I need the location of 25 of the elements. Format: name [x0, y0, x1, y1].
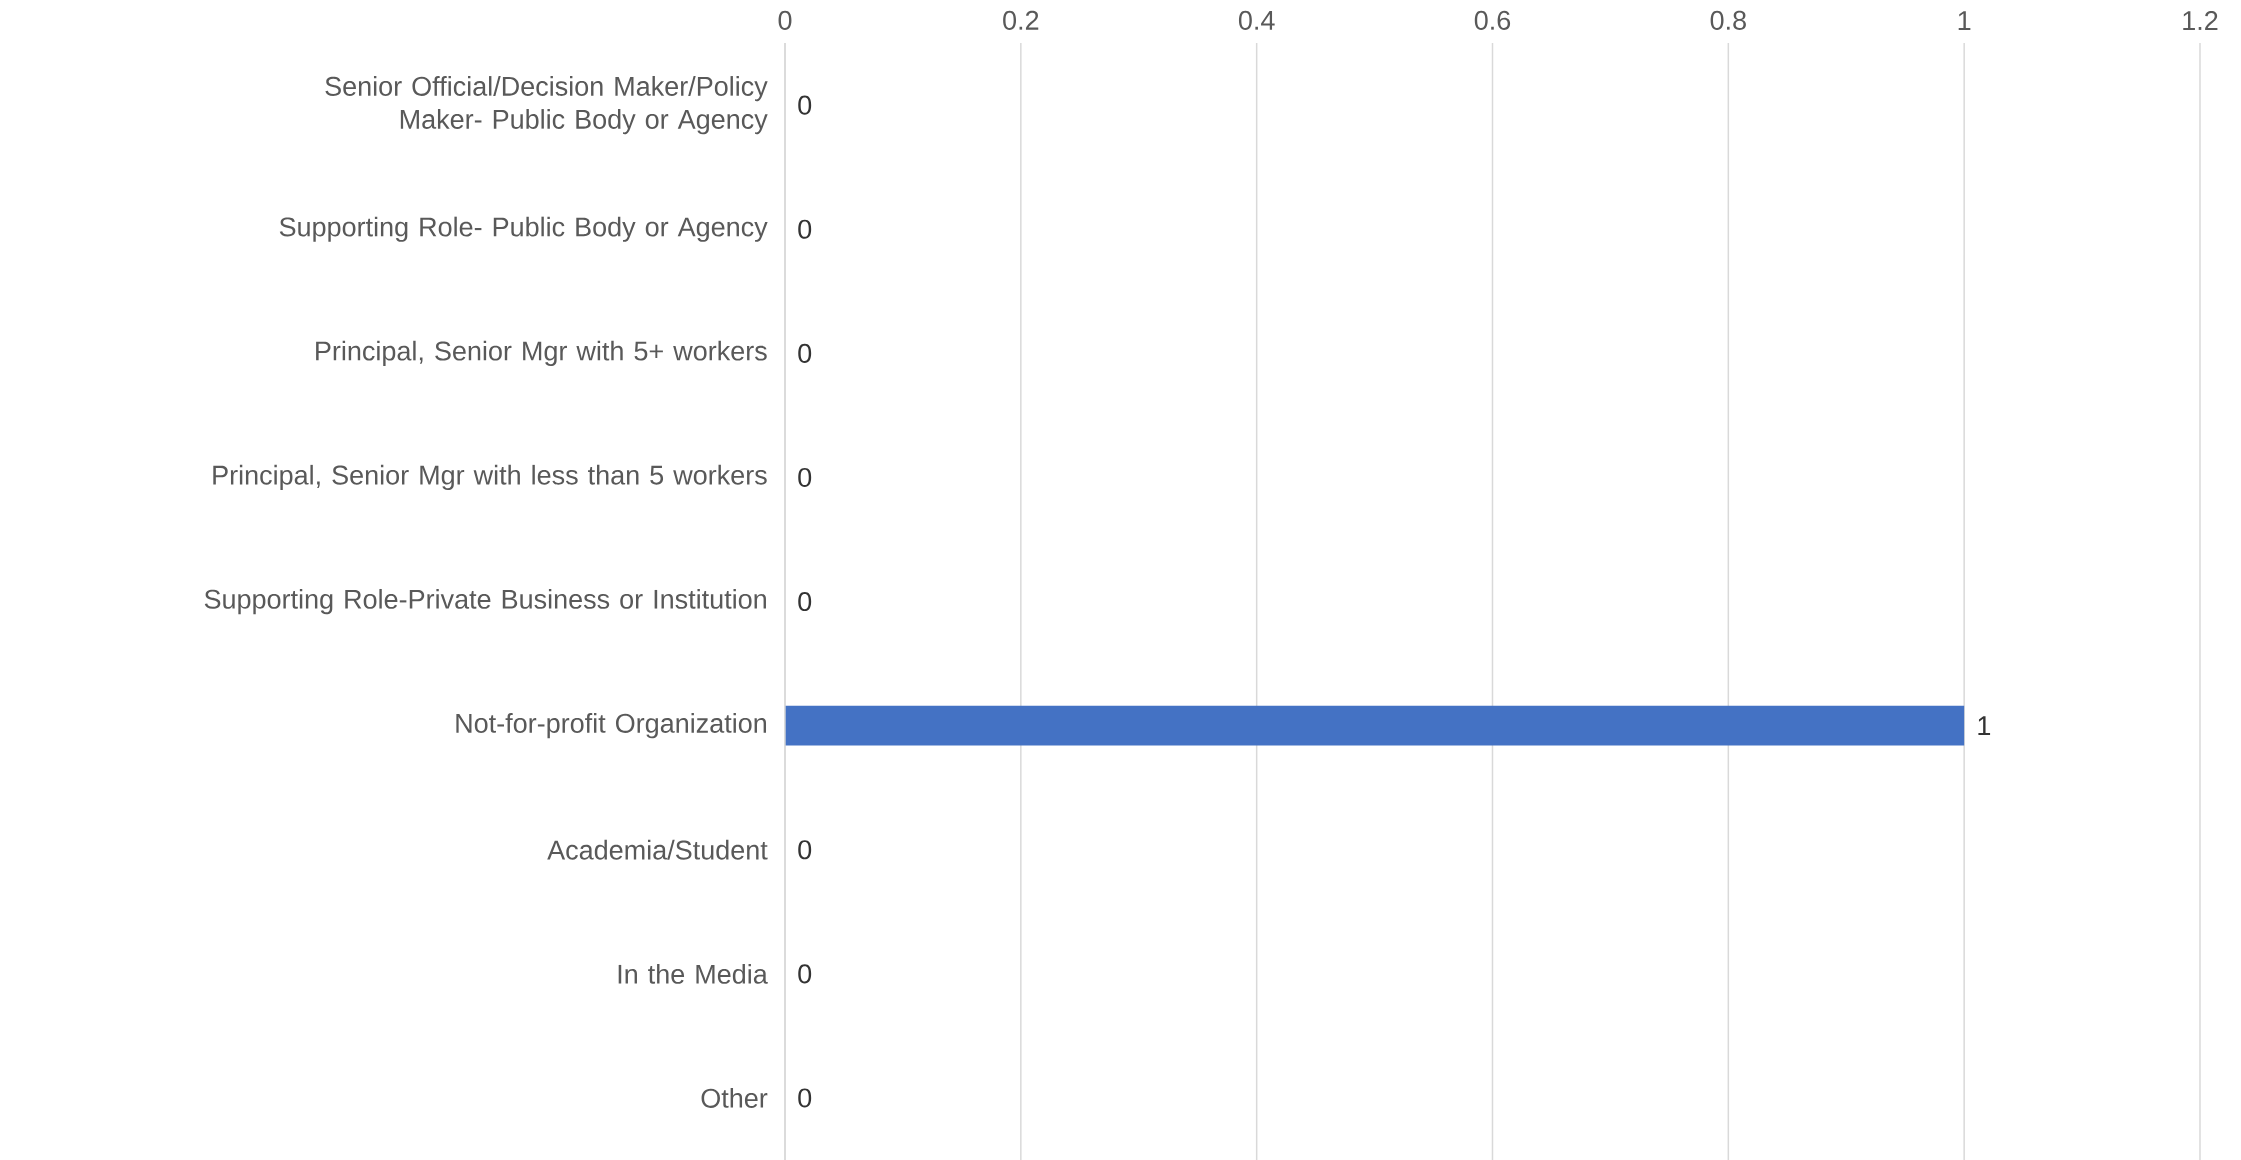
y-tick-label: Other — [701, 1088, 768, 1108]
y-tick-label: Supporting Role-Private Business or Institution — [204, 588, 766, 615]
y-tick-label: Principal, Senior Mgr with 5+ workers — [316, 340, 767, 366]
y-tick-label: Academia/Student — [547, 839, 768, 860]
x-tick-label: 1.2 — [2183, 11, 2218, 30]
y-tick-label: Senior Official/Decision Maker/Policy Maker- Public Body or Agency — [325, 76, 768, 135]
data-label: 0 — [798, 467, 812, 488]
data-label: 0 — [798, 95, 812, 115]
x-tick-label: 0.6 — [1474, 10, 1511, 30]
x-tick-label: 0.8 — [1710, 10, 1746, 30]
y-tick-label: Not-for-profit Organization — [456, 713, 767, 739]
y-tick-label: Supporting Role- Public Body or Agency — [279, 216, 768, 242]
x-tick-label: 0 — [778, 10, 792, 30]
data-label: 0 — [798, 840, 812, 860]
y-tick-label: In the Media — [618, 963, 768, 984]
data-label: 0 — [798, 219, 812, 239]
data-label: 0 — [798, 964, 812, 984]
x-tick-label: 0.4 — [1238, 10, 1275, 30]
data-label: 1 — [1978, 716, 1991, 735]
data-label: 0 — [798, 343, 812, 363]
x-tick-label: 0.2 — [1003, 10, 1039, 30]
x-tick-label: 1 — [1958, 11, 1971, 30]
y-tick-label: Principal, Senior Mgr with less than 5 workers — [213, 464, 767, 491]
data-label: 0 — [798, 592, 812, 612]
data-label: 0 — [798, 1088, 812, 1108]
